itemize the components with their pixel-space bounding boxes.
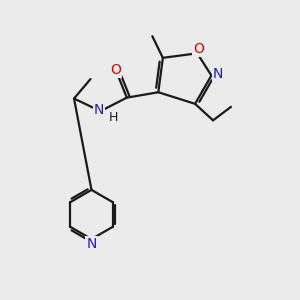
Text: N: N — [213, 67, 223, 81]
Text: O: O — [193, 42, 204, 56]
Text: H: H — [108, 111, 118, 124]
Text: N: N — [94, 103, 104, 117]
Text: N: N — [86, 238, 97, 251]
Text: O: O — [110, 63, 121, 77]
